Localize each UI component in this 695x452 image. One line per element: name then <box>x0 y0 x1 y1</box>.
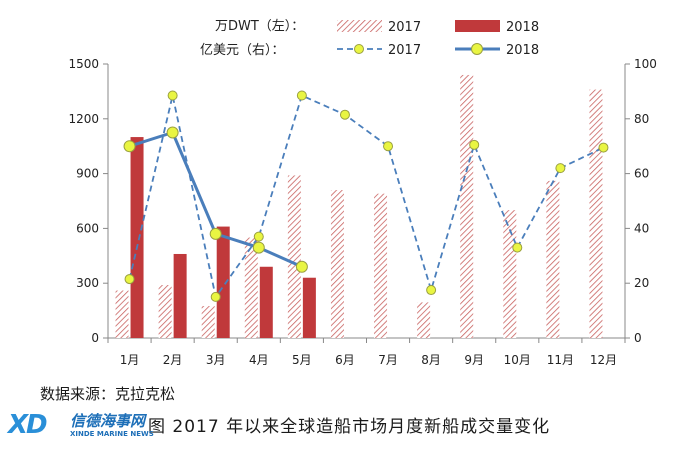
bar-2018 <box>130 137 144 338</box>
legend-row2-label: 亿美元（右）： <box>200 43 285 58</box>
point-2018 <box>295 260 308 273</box>
point-2017 <box>426 285 437 296</box>
point-2017 <box>598 142 609 153</box>
point-2017 <box>167 90 178 101</box>
point-2018 <box>123 140 136 153</box>
bar-2017 <box>546 180 560 338</box>
bar-2018 <box>302 277 316 338</box>
figure-caption: 图 2017 年以来全球造船市场月度新船成交量变化 <box>148 417 551 437</box>
line-2017 <box>128 94 604 298</box>
legend-marker-line-2018 <box>471 43 483 55</box>
bar-2018 <box>216 226 230 338</box>
bar-2018 <box>173 253 187 338</box>
point-2017 <box>469 139 480 150</box>
left-tick-label: 1200 <box>68 112 99 126</box>
left-tick-label: 300 <box>76 276 99 290</box>
bar-2017 <box>589 89 603 338</box>
x-tick-label: 10月 <box>504 353 531 367</box>
legend-label-line-2018: 2018 <box>506 43 539 58</box>
right-tick-label: 20 <box>634 276 649 290</box>
legend-swatch-bar-2017 <box>337 20 382 32</box>
point-2018 <box>209 227 222 240</box>
point-2017 <box>555 163 566 174</box>
bar-2017 <box>158 285 172 338</box>
x-tick-label: 2月 <box>163 353 183 367</box>
point-2017 <box>253 231 264 242</box>
logo-mark: XD <box>8 410 48 440</box>
x-tick-label: 6月 <box>335 353 355 367</box>
x-tick-label: 12月 <box>590 353 617 367</box>
bar-2017 <box>330 190 344 338</box>
x-tick-label: 11月 <box>547 353 574 367</box>
legend-swatch-bar-2018 <box>455 20 500 32</box>
bar-2017 <box>374 193 388 338</box>
x-tick-label: 8月 <box>421 353 441 367</box>
bar-2017 <box>417 302 431 338</box>
legend-marker-line-2017 <box>354 44 364 54</box>
right-tick-label: 40 <box>634 221 649 235</box>
line-2018 <box>129 131 303 269</box>
bar-2017 <box>115 290 129 338</box>
x-tick-label: 1月 <box>120 353 140 367</box>
right-tick-label: 100 <box>634 57 657 71</box>
bar-2017 <box>503 210 517 338</box>
legend-label-bar-2017: 2017 <box>388 20 421 35</box>
legend-label-line-2017: 2017 <box>388 43 421 58</box>
x-tick-label: 3月 <box>206 353 226 367</box>
right-tick-label: 80 <box>634 112 649 126</box>
x-tick-label: 7月 <box>378 353 398 367</box>
point-2017 <box>512 242 523 253</box>
logo-name-en: XINDE MARINE NEWS <box>70 430 154 438</box>
right-tick-label: 60 <box>634 167 649 181</box>
brand-logo: XD 信德海事网 XINDE MARINE NEWS <box>8 410 158 442</box>
left-tick-label: 600 <box>76 221 99 235</box>
bar-2017 <box>287 175 301 338</box>
bar-2017 <box>244 237 258 338</box>
x-tick-label: 9月 <box>464 353 484 367</box>
left-tick-label: 900 <box>76 167 99 181</box>
bar-2017 <box>201 306 215 338</box>
point-2017 <box>124 274 135 285</box>
point-2017 <box>339 109 350 120</box>
left-tick-label: 1500 <box>68 57 99 71</box>
point-2017 <box>296 90 307 101</box>
x-tick-label: 5月 <box>292 353 312 367</box>
chart: 0 300 600 900 1200 1500 0 20 40 60 80 100 1月 2月 3月 4月 5月… <box>68 19 657 367</box>
point-2017 <box>383 141 394 152</box>
legend-label-bar-2018: 2018 <box>506 20 539 35</box>
logo-name-cn: 信德海事网 <box>70 412 146 430</box>
source-note: 数据来源：克拉克松 <box>40 385 176 403</box>
x-tick-label: 4月 <box>249 353 269 367</box>
left-tick-label: 0 <box>91 331 99 345</box>
bar-2018 <box>259 266 273 338</box>
point-2018 <box>252 241 265 254</box>
point-2018 <box>166 126 179 139</box>
right-tick-label: 0 <box>634 331 642 345</box>
bar-2017 <box>460 74 474 339</box>
legend-row1-label: 万DWT（左）： <box>215 19 304 34</box>
point-2017 <box>210 291 221 302</box>
